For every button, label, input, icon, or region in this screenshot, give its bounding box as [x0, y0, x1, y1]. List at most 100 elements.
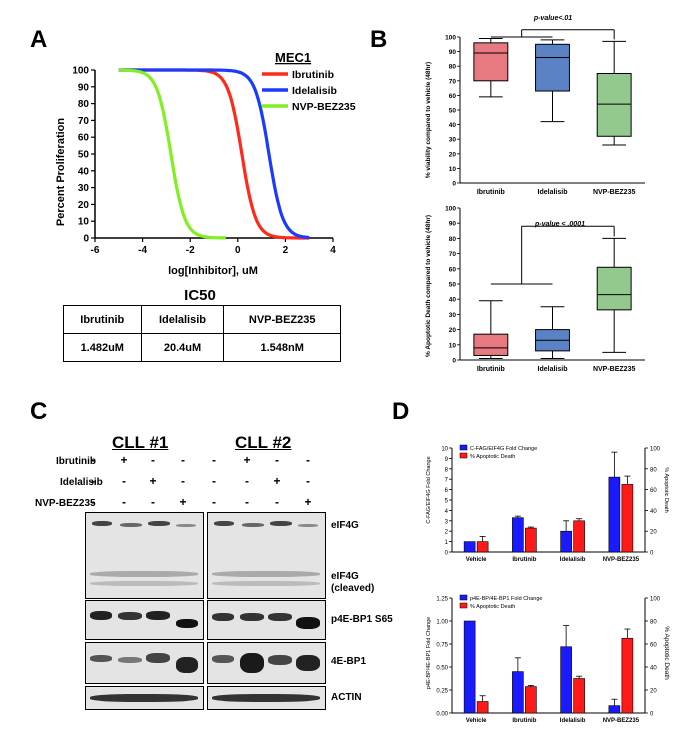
blot-label-actin: ACTIN: [331, 692, 362, 703]
x-tick-label: NVP-BEZ235: [603, 557, 640, 563]
x-tick-label: NVP-BEZ235: [593, 189, 636, 196]
legend-swatch: [459, 444, 468, 451]
treatment-plus: +: [243, 453, 251, 467]
treatment-minus: -: [151, 453, 155, 467]
blot-p4ebp1-cll2: [207, 600, 326, 640]
bar-vehicle: [476, 541, 489, 553]
y-tick-label: 10: [441, 447, 448, 453]
y-tick-label: 7: [445, 478, 449, 484]
y-tick-label: 60: [78, 133, 90, 144]
table-cell: 1.482uM: [63, 333, 142, 362]
x-tick-label: Ibrutinib: [477, 366, 505, 373]
y-tick-label: 10: [449, 342, 457, 349]
bar-nvp-bez235: [621, 637, 634, 714]
x-tick-label: Ibrutinib: [512, 557, 536, 563]
x-tick-label: Vehicle: [466, 557, 487, 563]
blot-label-eif4g: eIF4G: [331, 520, 359, 531]
y-tick-label: 20: [449, 327, 457, 334]
x-tick-label: 0: [235, 245, 241, 256]
y2-axis-label: % Apoptotic Death: [663, 626, 670, 680]
bar-idelalisib: [573, 520, 585, 553]
blot-label-p4ebp1: p4E-BP1 S65: [331, 614, 393, 625]
x-tick-label: -2: [186, 245, 195, 256]
y-tick-label: 20: [449, 151, 457, 158]
y-tick-label: 90: [449, 221, 457, 228]
y-tick-label: 0.50: [436, 666, 448, 672]
y2-tick-label: 80: [650, 620, 657, 626]
table-header-cell: NVP-BEZ235: [223, 305, 341, 334]
y-tick-label: 8: [445, 467, 449, 473]
y2-tick-label: 100: [650, 447, 661, 453]
y-tick-label: 60: [449, 266, 457, 273]
legend-swatch: [459, 602, 468, 609]
y2-tick-label: 40: [650, 509, 657, 515]
treatment-minus: -: [181, 453, 185, 467]
x-tick-label: Idelalisib: [560, 557, 586, 563]
y-tick-label: 40: [449, 297, 457, 304]
treatment-minus: -: [245, 474, 249, 488]
y2-tick-label: 60: [650, 488, 657, 494]
y-tick-label: 0: [83, 234, 89, 245]
bar-vehicle: [476, 701, 489, 714]
treatment-minus: -: [91, 474, 95, 488]
bar-idelalisib: [573, 678, 585, 714]
blot-4ebp1-cll2: [207, 642, 326, 684]
blot-label-eif4g-cleaved: eIF4G (cleaved): [331, 571, 375, 594]
condition-ibrutinib: Ibrutinib: [56, 456, 96, 467]
table-cell: 1.548nM: [223, 333, 341, 362]
panel-d-label: D: [392, 398, 410, 425]
y-tick-label: 100: [72, 66, 89, 77]
box-ibrutinib: [473, 42, 509, 82]
dose-response-chart: 0 10 20 30 40 50 60 70 80 90 100 -6 -4 -2 0 2 4 Percent …: [55, 50, 356, 277]
blot-4ebp1-cll1: [85, 642, 204, 684]
treatment-minus: -: [212, 495, 216, 509]
legend-label: % Apoptotic Death: [470, 604, 515, 610]
legend-label: Idelalisib: [292, 85, 337, 97]
legend-label: NVP-BEZ235: [292, 101, 356, 113]
blot-eif4g-cll2: [207, 512, 326, 599]
y-tick-label: 4: [445, 509, 449, 515]
y-tick-label: 2: [445, 530, 449, 536]
x-tick-label: Ibrutinib: [477, 189, 505, 196]
x-tick-label: 4: [330, 245, 336, 256]
y-tick-label: 30: [449, 312, 457, 319]
y-axis-label: % Apoptotic Death compared to vehicle (4…: [425, 215, 432, 357]
y-tick-label: 3: [445, 519, 449, 525]
treatment-minus: -: [181, 474, 185, 488]
bar-ibrutinib: [512, 517, 524, 553]
blot-actin-cll2: [207, 686, 326, 710]
y-tick-label: 30: [78, 183, 90, 194]
table-header-cell: Idelalisib: [140, 305, 225, 334]
y-tick-label: 10: [78, 217, 90, 228]
legend-label: % Apoptotic Death: [470, 454, 515, 460]
bar-ibrutinib: [525, 686, 537, 714]
bar-ibrutinib: [512, 671, 524, 714]
treatment-minus: -: [306, 453, 310, 467]
y-tick-label: 1.00: [436, 620, 448, 626]
y-tick-label: 0: [445, 551, 449, 557]
y-tick-label: 90: [449, 49, 457, 56]
y-tick-label: 50: [449, 282, 457, 289]
y2-tick-label: 20: [650, 689, 657, 695]
legend-title: MEC1: [275, 50, 311, 65]
treatment-minus: -: [212, 453, 216, 467]
y-tick-label: 80: [449, 236, 457, 243]
y-tick-label: 60: [449, 93, 457, 100]
y2-tick-label: 0: [650, 712, 654, 718]
treatment-plus: +: [149, 474, 157, 488]
dose-curve-nvp-bez235: [118, 68, 226, 240]
ic50-title: IC50: [184, 287, 216, 304]
x-tick-label: Vehicle: [466, 718, 487, 724]
y-axis-label: C-FAG/EIF4G Fold Change: [426, 456, 432, 523]
bar-nvp-bez235: [608, 476, 621, 553]
y-tick-label: 30: [449, 137, 457, 144]
box-nvp-bez235: [596, 266, 632, 311]
bar-idelalisib: [560, 646, 572, 714]
y-tick-label: 0.75: [436, 643, 448, 649]
blot-actin-cll1: [85, 686, 204, 710]
treatment-plus: +: [304, 495, 312, 509]
x-axis-label: log[Inhibitor], uM: [168, 265, 258, 277]
y-tick-label: 9: [445, 457, 449, 463]
y-tick-label: 80: [449, 64, 457, 71]
x-tick-label: NVP-BEZ235: [593, 366, 636, 373]
